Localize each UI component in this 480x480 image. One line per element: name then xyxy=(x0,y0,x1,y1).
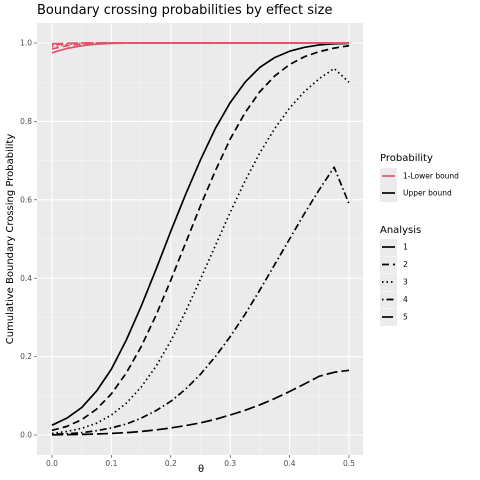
y-tick-label: 0.6 xyxy=(20,195,32,204)
y-axis-ticks: 0.0 0.2 0.4 0.6 0.8 1.0 xyxy=(20,39,37,440)
y-tick-label: 0.0 xyxy=(20,431,32,440)
legend-label-analysis: 3 xyxy=(403,278,408,287)
lower-bound-line-analysis-5 xyxy=(51,42,349,45)
legend-label-analysis: 4 xyxy=(403,295,408,304)
legend-probability-items: 1-Lower bound Upper bound xyxy=(380,168,459,202)
x-axis-ticks: 0.0 0.1 0.2 0.3 0.4 0.5 xyxy=(46,455,355,468)
x-axis-title: θ xyxy=(198,464,204,475)
x-tick-label: 0.2 xyxy=(165,459,177,468)
legend-label-probability: 1-Lower bound xyxy=(403,172,459,181)
legend-title-analysis: Analysis xyxy=(380,225,421,236)
x-tick-label: 0.4 xyxy=(284,459,296,468)
upper-bound-line-analysis-2 xyxy=(51,44,350,432)
legend-analysis-items: 1 2 3 4 5 xyxy=(380,239,408,326)
series-layer xyxy=(51,42,350,436)
y-tick-label: 0.2 xyxy=(20,352,32,361)
x-tick-label: 0.1 xyxy=(105,459,117,468)
legend-label-analysis: 2 xyxy=(403,260,408,269)
y-tick-label: 0.4 xyxy=(20,274,32,283)
x-tick-label: 0.0 xyxy=(46,459,58,468)
upper-bound-line-analysis-5 xyxy=(51,369,350,436)
legend-label-analysis: 5 xyxy=(403,313,408,322)
x-tick-label: 0.5 xyxy=(343,459,355,468)
x-tick-label: 0.3 xyxy=(224,459,236,468)
legend-title-probability: Probability xyxy=(380,153,433,164)
legend-label-probability: Upper bound xyxy=(403,189,452,198)
upper-bound-line-analysis-4 xyxy=(51,166,350,436)
y-tick-label: 1.0 xyxy=(20,39,32,48)
chart-title: Boundary crossing probabilities by effec… xyxy=(37,3,332,18)
upper-bound-line-analysis-1 xyxy=(51,42,350,426)
legend-label-analysis: 1 xyxy=(403,243,408,252)
legend: Probability 1-Lower bound Upper bound Ana… xyxy=(380,153,459,326)
legend-key-background xyxy=(380,274,397,291)
y-tick-label: 0.8 xyxy=(20,117,32,126)
y-axis-title: Cumulative Boundary Crossing Probability xyxy=(5,134,16,345)
